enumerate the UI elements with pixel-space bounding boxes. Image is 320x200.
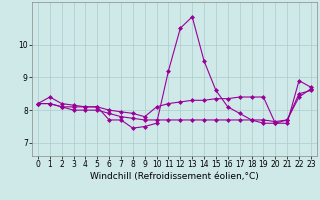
X-axis label: Windchill (Refroidissement éolien,°C): Windchill (Refroidissement éolien,°C) [90,172,259,181]
